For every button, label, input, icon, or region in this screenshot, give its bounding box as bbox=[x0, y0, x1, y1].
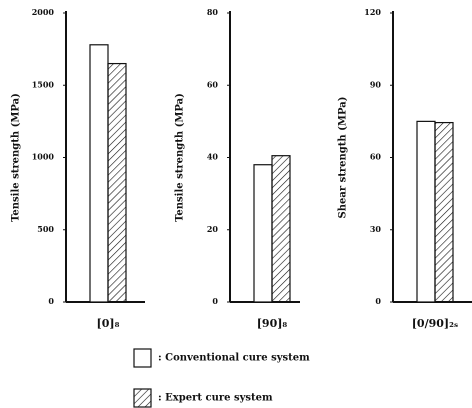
y-tick-label: 0 bbox=[375, 296, 381, 306]
x-tick-label: [0/90]₂ₛ bbox=[412, 317, 459, 330]
legend-swatch bbox=[133, 348, 152, 368]
y-tick-label: 0 bbox=[48, 296, 54, 306]
y-tick-label: 20 bbox=[207, 224, 219, 234]
bar bbox=[416, 120, 436, 303]
y-axis-label: Shear strength (MPa) bbox=[338, 97, 349, 219]
y-axis-label: Tensile strength (MPa) bbox=[11, 93, 22, 222]
bar bbox=[434, 121, 454, 303]
bar bbox=[89, 44, 109, 303]
y-tick-label: 40 bbox=[207, 152, 219, 162]
x-tick-label: [90]₈ bbox=[257, 317, 288, 330]
legend-swatch bbox=[133, 388, 152, 408]
bar bbox=[107, 62, 127, 303]
legend-label: : Expert cure system bbox=[158, 393, 273, 404]
y-tick-label: 80 bbox=[207, 7, 219, 17]
y-tick-label: 2000 bbox=[32, 7, 55, 17]
bar bbox=[271, 155, 291, 303]
legend-label: : Conventional cure system bbox=[158, 353, 310, 364]
y-tick-label: 1000 bbox=[32, 152, 55, 162]
x-tick-label: [0]₈ bbox=[97, 317, 120, 330]
y-tick-label: 0 bbox=[212, 296, 218, 306]
y-tick-label: 60 bbox=[370, 152, 382, 162]
bar bbox=[253, 164, 273, 303]
y-tick-label: 90 bbox=[370, 79, 382, 89]
y-tick-label: 1500 bbox=[32, 79, 55, 89]
y-tick-label: 30 bbox=[370, 224, 382, 234]
y-tick-label: 120 bbox=[364, 7, 381, 17]
y-axis-label: Tensile strength (MPa) bbox=[175, 93, 186, 222]
y-tick-label: 60 bbox=[207, 79, 219, 89]
y-tick-label: 500 bbox=[37, 224, 54, 234]
